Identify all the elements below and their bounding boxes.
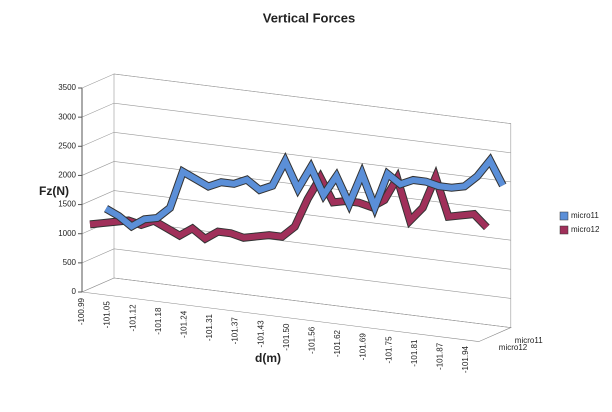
y-tick-label: 1000: [58, 229, 76, 238]
grid-line: [81, 131, 511, 183]
x-tick-label: -101.24: [180, 310, 189, 338]
x-tick-label: -101.81: [410, 339, 419, 367]
y-axis-title: Fz(N): [39, 184, 69, 198]
line: [104, 154, 506, 231]
y-tick-label: 1500: [58, 200, 76, 209]
chart-title: Vertical Forces: [263, 10, 356, 25]
y-tick-label: 3000: [58, 112, 76, 121]
grid-line: [81, 73, 511, 124]
grid-line: [81, 248, 511, 299]
y-tick-label: 3500: [58, 83, 76, 92]
y-tick-label: 0: [72, 287, 77, 296]
legend-label: micro12: [571, 225, 600, 234]
x-tick-label: -101.94: [461, 345, 470, 373]
legend-swatch: [559, 211, 569, 221]
depth-label: micro12: [499, 343, 528, 352]
legend-label: micro11: [571, 211, 599, 220]
x-axis-title: d(m): [255, 351, 281, 365]
x-tick-label: -101.87: [436, 342, 445, 370]
x-tick-label: -101.12: [128, 304, 137, 332]
x-tick-label: -101.43: [256, 320, 265, 348]
legend-swatch: [559, 225, 569, 235]
y-tick-label: 500: [63, 258, 77, 267]
grid-line: [81, 102, 511, 154]
grid-line: [81, 277, 511, 328]
grid-line: [81, 190, 511, 241]
x-tick-label: -101.18: [154, 307, 163, 335]
x-tick-label: -101.62: [333, 329, 342, 357]
x-tick-label: -101.37: [231, 317, 240, 345]
y-tick-label: 2000: [58, 171, 76, 180]
x-tick-label: -101.50: [282, 323, 291, 351]
x-tick-label: -101.56: [308, 326, 317, 354]
x-tick-label: -101.69: [359, 333, 368, 361]
depth-label: micro11: [515, 336, 543, 345]
x-tick-label: -101.05: [103, 301, 112, 329]
x-tick-label: -100.99: [77, 297, 86, 325]
x-tick-label: -101.75: [384, 336, 393, 364]
x-tick-label: -101.31: [205, 313, 214, 341]
y-tick-label: 2500: [58, 141, 76, 150]
